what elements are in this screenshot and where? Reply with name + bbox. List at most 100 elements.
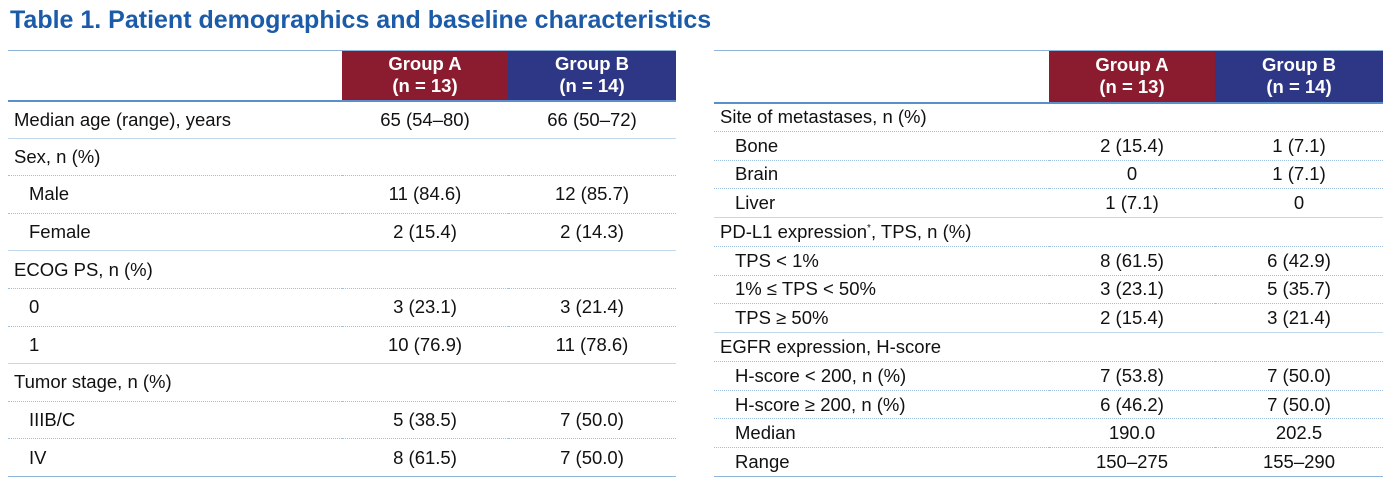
cell-value: 2 (15.4)	[393, 221, 457, 243]
cell-value: 10 (76.9)	[387, 333, 463, 355]
cell-value: 7 (50.0)	[560, 446, 624, 468]
row-label: H-score ≥ 200, n (%)	[714, 390, 1049, 419]
group-header: Group A (n = 13)	[342, 50, 508, 101]
table-row: Male 11 (84.6) 12 (85.7)	[8, 175, 676, 214]
table-row: Tumor stage, n (%)	[8, 363, 676, 402]
cell-value: 6 (42.9)	[1267, 249, 1331, 271]
table: Group A (n = 13) Group B (n = 14) Site of me…	[714, 50, 1383, 477]
header-row: Group A (n = 13) Group B (n = 14)	[714, 50, 1383, 103]
label-text: Median age (range), years	[14, 108, 231, 130]
label-text: ECOG PS, n (%)	[14, 258, 153, 280]
group-n: (n = 13)	[1099, 76, 1165, 98]
label-text: EGFR expression, H-score	[720, 336, 942, 357]
label-text: H-score ≥ 200, n (%)	[735, 393, 906, 415]
label-text: PD-L1 expression	[720, 220, 868, 242]
row-label: Liver	[714, 189, 1049, 218]
table-body: Median age (range), years 65 (54–80) 66 (5…	[8, 101, 676, 477]
label-text: IV	[29, 446, 47, 468]
cell-value	[508, 138, 676, 176]
label-text: 1	[29, 333, 40, 355]
table-row: EGFR expression, H-score	[714, 332, 1383, 362]
label-text: Male	[29, 183, 70, 205]
cell-value	[1049, 333, 1215, 362]
table-header: Group A (n = 13) Group B (n = 14)	[714, 50, 1383, 103]
cell-value: 5 (38.5)	[393, 409, 457, 431]
table-row: 1% ≤ TPS < 50% 3 (23.1) 5 (35.7)	[714, 275, 1383, 304]
row-label: TPS < 1%	[714, 246, 1049, 275]
table-row: ECOG PS, n (%)	[8, 250, 676, 289]
cell-value: 190.0	[1108, 422, 1156, 444]
group-header: Group B (n = 14)	[1215, 50, 1383, 103]
cell-value	[1049, 218, 1215, 247]
label-text: Median	[735, 422, 796, 444]
group-name: Group B	[555, 53, 629, 75]
row-label: 1% ≤ TPS < 50%	[714, 275, 1049, 304]
cell-value: 0	[1293, 192, 1305, 214]
cell-value: 12 (85.7)	[554, 183, 630, 205]
cell-value: 65 (54–80)	[380, 108, 470, 130]
table-row: IIIB/C 5 (38.5) 7 (50.0)	[8, 401, 676, 439]
cell-value: 8 (61.5)	[393, 446, 457, 468]
row-label: Range	[714, 448, 1049, 477]
cell-value: 5 (35.7)	[1267, 278, 1331, 300]
cell-value: 3 (23.1)	[393, 296, 457, 318]
table: Group A (n = 13) Group B (n = 14) Median age…	[8, 50, 676, 477]
table-row: 0 3 (23.1) 3 (21.4)	[8, 288, 676, 326]
table-row: 1 10 (76.9) 11 (78.6)	[8, 326, 676, 364]
group-name: Group A	[1095, 54, 1169, 76]
cell-value	[1215, 333, 1383, 362]
table-row: Median age (range), years 65 (54–80) 66 (5…	[8, 101, 676, 139]
label-text: H-score < 200, n (%)	[735, 364, 907, 386]
label-text: TPS ≥ 50%	[735, 307, 829, 329]
row-label: ECOG PS, n (%)	[8, 251, 342, 289]
cell-value: 8 (61.5)	[1100, 249, 1164, 271]
label-text: Brain	[735, 163, 779, 185]
label-text: TPS < 1%	[735, 249, 819, 271]
cell-value: 1 (7.1)	[1272, 134, 1326, 156]
cell-value: 0	[1126, 163, 1138, 185]
label-text: Tumor stage, n (%)	[14, 371, 172, 393]
cell-value: 155–290	[1262, 451, 1336, 473]
cell-value: 3 (21.4)	[1267, 307, 1331, 329]
table-row: Site of metastases, n (%)	[714, 103, 1383, 132]
row-label: Male	[8, 176, 342, 214]
group-header: Group A (n = 13)	[1049, 50, 1215, 103]
cell-value	[1215, 218, 1383, 247]
row-label: EGFR expression, H-score	[714, 333, 1049, 362]
row-label: IIIB/C	[8, 401, 342, 439]
table-row: PD-L1 expression*, TPS, n (%)	[714, 217, 1383, 247]
cell-value: 7 (50.0)	[560, 409, 624, 431]
table-row: Bone 2 (15.4) 1 (7.1)	[714, 131, 1383, 160]
row-label: Median age (range), years	[8, 101, 342, 139]
row-label: Brain	[714, 160, 1049, 189]
row-label: H-score < 200, n (%)	[714, 361, 1049, 390]
row-label: 0	[8, 288, 342, 326]
cell-value: 1 (7.1)	[1105, 192, 1159, 214]
table-row: H-score < 200, n (%) 7 (53.8) 7 (50.0)	[714, 361, 1383, 390]
table-row: Female 2 (15.4) 2 (14.3)	[8, 213, 676, 251]
cell-value: 2 (15.4)	[1100, 134, 1164, 156]
cell-value: 7 (50.0)	[1267, 364, 1331, 386]
row-label: PD-L1 expression*, TPS, n (%)	[714, 218, 1049, 247]
group-n: (n = 13)	[392, 75, 458, 97]
cell-value: 150–275	[1095, 451, 1169, 473]
header-blank	[8, 51, 342, 101]
label-text: 1% ≤ TPS < 50%	[735, 278, 876, 300]
group-n: (n = 14)	[559, 75, 625, 97]
label-text: Female	[29, 221, 91, 243]
label-text: , TPS, n (%)	[870, 220, 972, 242]
group-name: Group A	[388, 53, 462, 75]
cell-value: 6 (46.2)	[1100, 393, 1164, 415]
cell-value	[508, 364, 676, 402]
label-text: IIIB/C	[29, 409, 76, 431]
cell-value	[1049, 103, 1215, 132]
table-title: Table 1. Patient demographics and baseli…	[10, 6, 712, 34]
header-row: Group A (n = 13) Group B (n = 14)	[8, 50, 676, 101]
cell-value: 7 (50.0)	[1267, 393, 1331, 415]
cell-value	[508, 251, 676, 289]
cell-value: 11 (84.6)	[388, 183, 462, 205]
row-label: 1	[8, 326, 342, 364]
cell-value: 11 (78.6)	[555, 333, 629, 355]
cell-value	[342, 364, 508, 402]
